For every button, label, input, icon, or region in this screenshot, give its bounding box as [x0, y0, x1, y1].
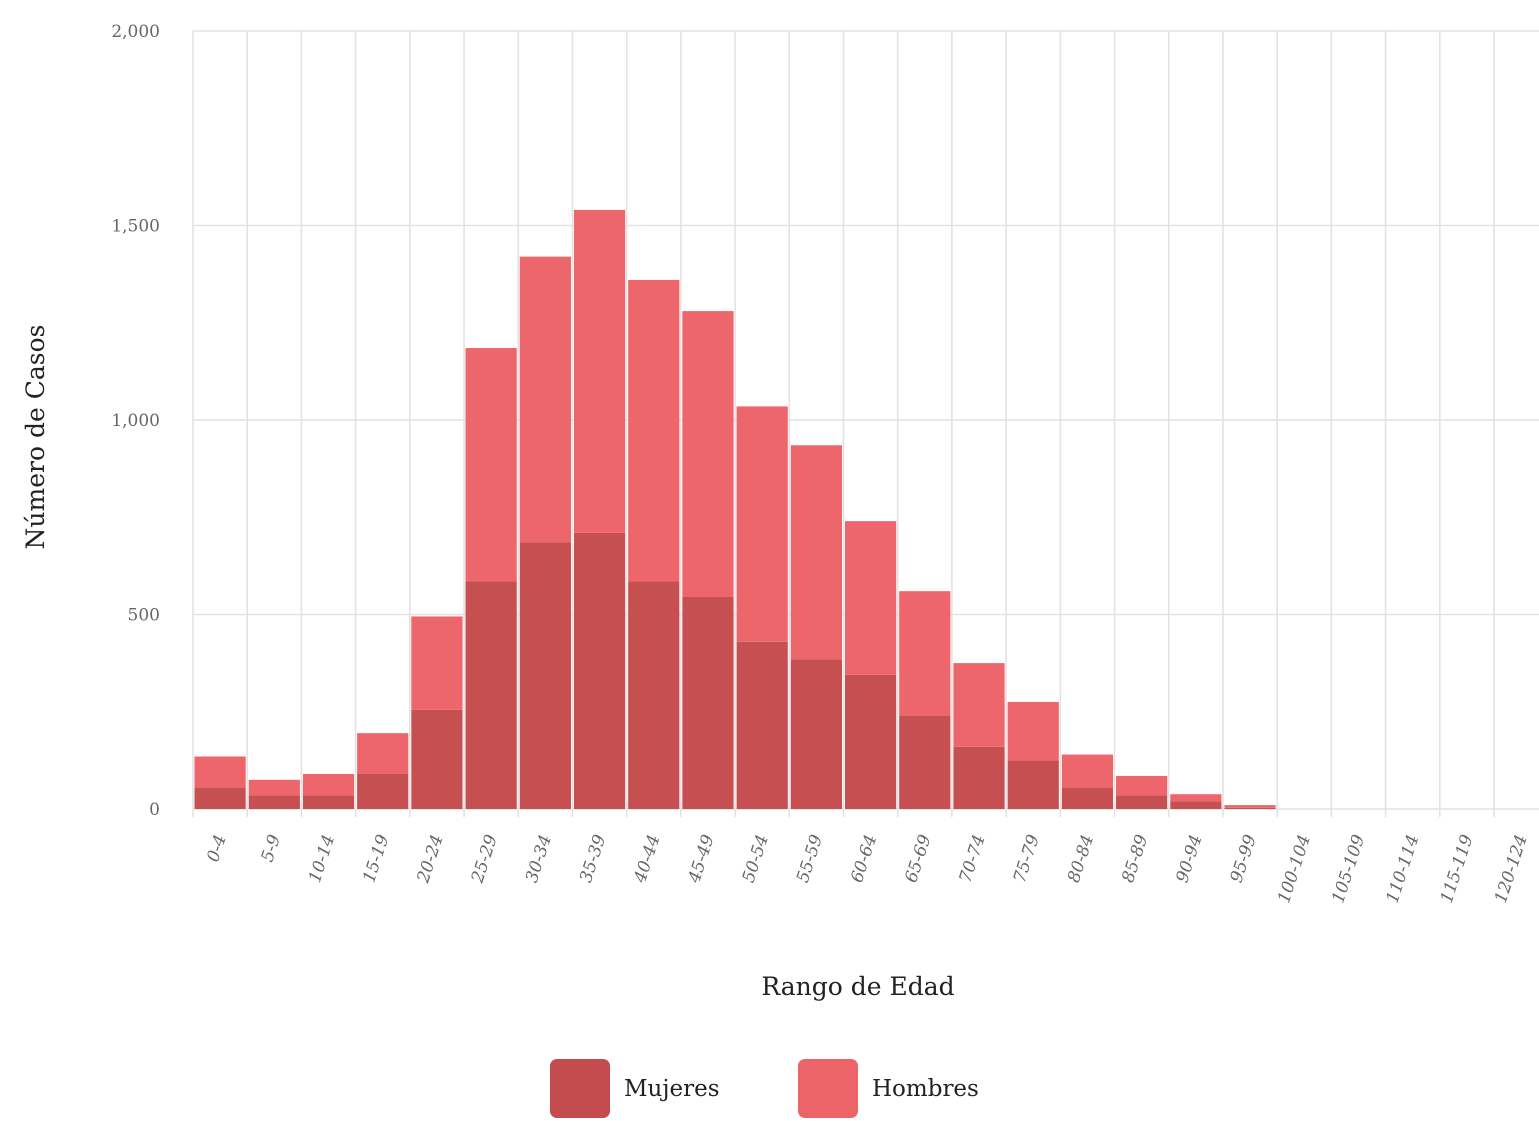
legend-item-mujeres[interactable]: Mujeres [550, 1059, 720, 1118]
bar-hombres-50-54[interactable] [736, 406, 788, 642]
x-tick-label: 85-89 [1118, 832, 1152, 885]
x-tick-label: 95-99 [1227, 832, 1261, 885]
bar-mujeres-55-59[interactable] [790, 659, 842, 809]
bar-hombres-40-44[interactable] [628, 279, 680, 582]
bar-mujeres-25-29[interactable] [465, 581, 517, 809]
x-tick-label: 90-94 [1172, 832, 1206, 885]
bar-mujeres-30-34[interactable] [519, 542, 571, 809]
bar-mujeres-50-54[interactable] [736, 641, 788, 809]
bar-hombres-85-89[interactable] [1116, 775, 1168, 796]
x-axis-title: Rango de Edad [761, 972, 954, 1001]
x-tick-label: 40-44 [630, 832, 664, 886]
bar-mujeres-35-39[interactable] [573, 532, 626, 809]
x-tick-label: 110-114 [1383, 832, 1424, 905]
bar-hombres-20-24[interactable] [411, 616, 463, 710]
bar-hombres-65-69[interactable] [899, 591, 951, 716]
legend-label: Mujeres [624, 1076, 720, 1102]
bar-mujeres-45-49[interactable] [682, 596, 734, 809]
bar-mujeres-60-64[interactable] [845, 674, 897, 809]
legend-swatch [550, 1059, 610, 1118]
x-tick-label: 55-59 [793, 832, 827, 885]
x-tick-label: 15-19 [359, 832, 393, 885]
x-tick-label: 30-34 [522, 832, 556, 885]
legend-item-hombres[interactable]: Hombres [798, 1059, 979, 1118]
y-axis-title: Número de Casos [21, 325, 50, 550]
x-tick-label: 25-29 [467, 832, 502, 886]
y-tick-label: 0 [149, 800, 160, 820]
bar-mujeres-85-89[interactable] [1116, 795, 1168, 809]
legend-label: Hombres [872, 1076, 979, 1102]
bar-mujeres-75-79[interactable] [1007, 760, 1059, 809]
bar-hombres-30-34[interactable] [519, 256, 571, 543]
bar-mujeres-90-94[interactable] [1170, 801, 1222, 809]
y-tick-label: 500 [128, 606, 160, 626]
x-tick-label: 20-24 [413, 832, 447, 886]
bar-mujeres-80-84[interactable] [1061, 787, 1114, 809]
x-tick-label: 50-54 [739, 832, 773, 885]
bar-hombres-90-94[interactable] [1170, 794, 1222, 802]
bar-hombres-5-9[interactable] [248, 779, 300, 796]
bar-hombres-25-29[interactable] [465, 348, 517, 582]
bar-hombres-60-64[interactable] [845, 521, 897, 675]
x-tick-label: 60-64 [847, 832, 881, 885]
x-tick-label: 10-14 [305, 832, 339, 885]
bar-mujeres-95-99[interactable] [1224, 807, 1276, 809]
y-axis-ticks: 0 500 1,000 1,500 2,000 [111, 22, 160, 820]
legend-swatch [798, 1059, 858, 1118]
bar-mujeres-65-69[interactable] [899, 715, 951, 809]
bar-hombres-75-79[interactable] [1007, 702, 1059, 761]
legend[interactable]: Mujeres Hombres [550, 1059, 979, 1118]
bar-mujeres-40-44[interactable] [628, 581, 680, 809]
x-tick-label: 80-84 [1064, 832, 1098, 885]
x-tick-label: 0-4 [203, 832, 230, 864]
bar-hombres-0-4[interactable] [194, 756, 246, 788]
bar-hombres-80-84[interactable] [1061, 754, 1114, 788]
x-axis-ticks: 0-4 5-9 10-14 15-19 20-24 25-29 30-34 35-39 40-4… [203, 832, 1531, 906]
y-tick-label: 1,000 [111, 411, 160, 431]
x-tick-label: 35-39 [576, 832, 610, 885]
x-tick-label: 65-69 [901, 832, 935, 885]
y-tick-label: 1,500 [111, 217, 160, 237]
bar-mujeres-20-24[interactable] [411, 709, 463, 809]
x-tick-label: 75-79 [1010, 832, 1044, 885]
y-tick-label: 2,000 [111, 22, 160, 42]
bar-hombres-70-74[interactable] [953, 663, 1005, 747]
bar-mujeres-0-4[interactable] [194, 787, 246, 809]
x-tick-label: 105-109 [1328, 832, 1369, 906]
x-tick-label: 100-104 [1274, 832, 1315, 905]
bar-mujeres-15-19[interactable] [357, 773, 409, 809]
gridlines [192, 30, 1539, 817]
x-tick-label: 5-9 [258, 832, 286, 864]
bars [194, 209, 1276, 809]
bar-hombres-55-59[interactable] [790, 445, 842, 660]
x-tick-label: 120-124 [1491, 832, 1532, 905]
bar-mujeres-5-9[interactable] [248, 795, 300, 809]
bar-hombres-95-99[interactable] [1224, 805, 1276, 808]
x-tick-label: 45-49 [684, 832, 719, 886]
bar-mujeres-70-74[interactable] [953, 746, 1005, 809]
bar-hombres-35-39[interactable] [573, 209, 626, 533]
x-tick-label: 70-74 [956, 832, 990, 885]
x-tick-label: 115-119 [1437, 832, 1478, 906]
bar-mujeres-10-14[interactable] [302, 795, 355, 809]
bar-hombres-15-19[interactable] [357, 733, 409, 774]
bar-hombres-10-14[interactable] [302, 773, 355, 796]
bar-hombres-45-49[interactable] [682, 311, 734, 597]
